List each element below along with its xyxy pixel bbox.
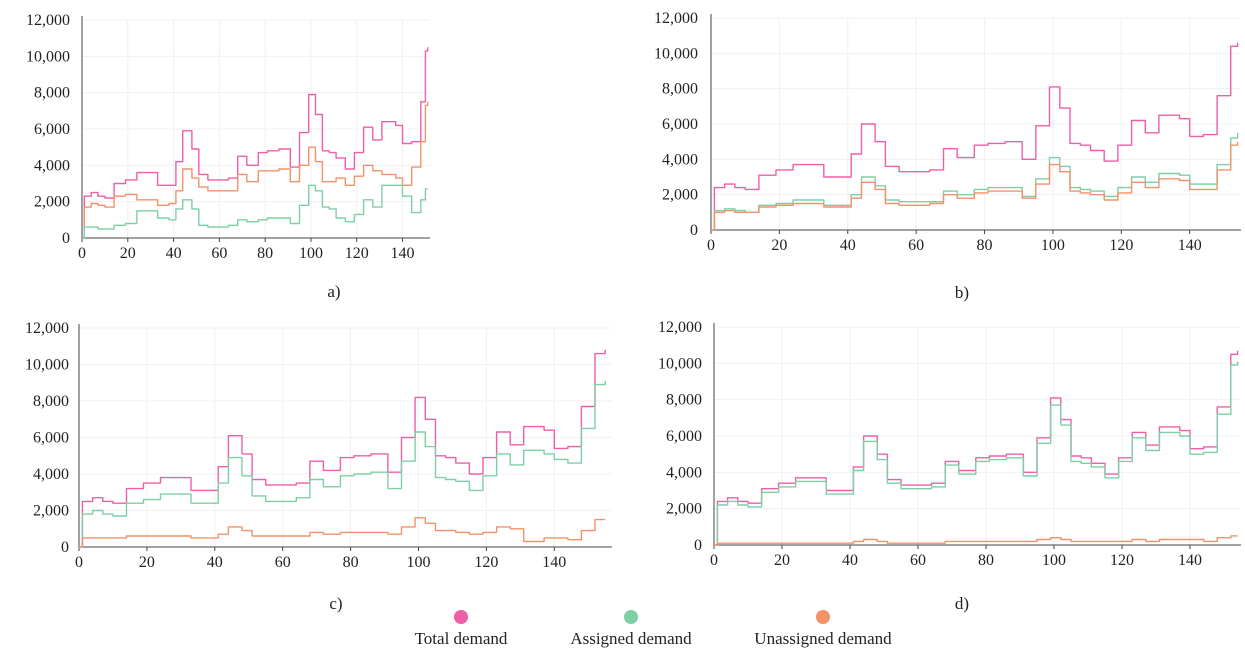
y-tick-label: 6,000 xyxy=(666,428,702,445)
legend-marker-total-demand xyxy=(454,610,468,624)
y-tick-label: 8,000 xyxy=(34,85,70,102)
y-tick-label: 8,000 xyxy=(666,392,702,409)
x-tick-label: 80 xyxy=(257,245,273,262)
series-line-total-demand xyxy=(79,349,606,548)
x-tick-label: 80 xyxy=(977,237,993,254)
x-tick-label: 20 xyxy=(120,245,136,262)
y-tick-label: 6,000 xyxy=(34,121,70,138)
legend-marker-unassigned-demand xyxy=(816,610,830,624)
y-tick-label: 10,000 xyxy=(25,357,69,374)
x-tick-label: 140 xyxy=(1178,552,1202,569)
x-tick-label: 120 xyxy=(1109,237,1133,254)
y-tick-label: 10,000 xyxy=(654,45,698,62)
series-line-assigned-demand xyxy=(711,132,1239,231)
series-line-assigned-demand xyxy=(714,361,1239,546)
series-line-total-demand xyxy=(82,47,429,239)
panel-a: 0 2,000 4,000 6,000 8,000 10,000 12,000 0 20 40 60… xyxy=(26,12,430,301)
x-tick-label: 0 xyxy=(78,245,86,262)
y-tick-label: 0 xyxy=(694,537,702,554)
y-tick-label: 0 xyxy=(690,222,698,239)
x-tick-label: 60 xyxy=(211,245,227,262)
panel-b: 0 2,000 4,000 6,000 8,000 10,000 12,000 0 20 40 60… xyxy=(654,10,1241,302)
y-tick-label: 2,000 xyxy=(33,503,69,520)
x-tick-label: 40 xyxy=(840,237,856,254)
series-line-assigned-demand xyxy=(82,184,428,239)
chart-panels: 0 2,000 4,000 6,000 8,000 10,000 12,000 0 20 40 60… xyxy=(25,10,1241,613)
legend-label-assigned-demand: Assigned demand xyxy=(570,629,692,648)
x-tick-label: 80 xyxy=(343,554,359,571)
y-tick-label: 8,000 xyxy=(33,393,69,410)
x-tick-label: 20 xyxy=(771,237,787,254)
x-tick-label: 100 xyxy=(299,245,323,262)
x-tick-label: 0 xyxy=(707,237,715,254)
series-line-total-demand xyxy=(711,42,1239,231)
panel-label: c) xyxy=(329,594,342,613)
y-tick-label: 12,000 xyxy=(25,320,69,337)
y-tick-label: 6,000 xyxy=(33,430,69,447)
series-line-unassigned-demand xyxy=(79,517,606,548)
x-tick-label: 140 xyxy=(391,245,415,262)
y-tick-label: 4,000 xyxy=(662,151,698,168)
x-tick-label: 80 xyxy=(978,552,994,569)
y-tick-label: 4,000 xyxy=(33,466,69,483)
x-tick-label: 40 xyxy=(166,245,182,262)
x-tick-label: 60 xyxy=(910,552,926,569)
y-tick-label: 10,000 xyxy=(26,48,70,65)
legend: Total demand Assigned demand Unassigned … xyxy=(415,610,892,648)
x-tick-label: 0 xyxy=(710,552,718,569)
x-tick-label: 100 xyxy=(406,554,430,571)
y-tick-label: 2,000 xyxy=(662,187,698,204)
x-tick-label: 140 xyxy=(542,554,566,571)
y-tick-label: 10,000 xyxy=(658,355,702,372)
y-tick-label: 12,000 xyxy=(654,10,698,27)
panel-c: 0 2,000 4,000 6,000 8,000 10,000 12,000 0 20 40 60… xyxy=(25,320,612,613)
y-tick-label: 8,000 xyxy=(662,81,698,98)
y-tick-label: 0 xyxy=(62,230,70,247)
x-tick-label: 120 xyxy=(1110,552,1134,569)
x-tick-label: 20 xyxy=(774,552,790,569)
x-tick-label: 40 xyxy=(842,552,858,569)
legend-label-unassigned-demand: Unassigned demand xyxy=(754,629,892,648)
x-tick-label: 60 xyxy=(275,554,291,571)
x-tick-label: 120 xyxy=(474,554,498,571)
x-tick-label: 40 xyxy=(207,554,223,571)
panel-d: 0 2,000 4,000 6,000 8,000 10,000 12,000 0 20 40 60… xyxy=(658,319,1241,613)
x-tick-label: 60 xyxy=(908,237,924,254)
y-tick-label: 4,000 xyxy=(666,464,702,481)
series-line-assigned-demand xyxy=(79,380,606,548)
panel-label: b) xyxy=(955,283,969,302)
y-tick-label: 2,000 xyxy=(34,194,70,211)
legend-marker-assigned-demand xyxy=(624,610,638,624)
panel-label: d) xyxy=(955,594,969,613)
series-line-unassigned-demand xyxy=(82,101,429,239)
panel-label: a) xyxy=(327,282,340,301)
y-tick-label: 4,000 xyxy=(34,157,70,174)
series-line-unassigned-demand xyxy=(711,141,1239,231)
y-tick-label: 0 xyxy=(61,539,69,556)
x-tick-label: 100 xyxy=(1041,237,1065,254)
x-tick-label: 20 xyxy=(139,554,155,571)
y-tick-label: 12,000 xyxy=(26,12,70,29)
x-tick-label: 0 xyxy=(75,554,83,571)
x-tick-label: 140 xyxy=(1178,237,1202,254)
x-tick-label: 120 xyxy=(345,245,369,262)
y-tick-label: 12,000 xyxy=(658,319,702,336)
y-tick-label: 2,000 xyxy=(666,501,702,518)
legend-label-total-demand: Total demand xyxy=(415,629,508,648)
series-line-unassigned-demand xyxy=(714,535,1238,546)
y-tick-label: 6,000 xyxy=(662,116,698,133)
x-tick-label: 100 xyxy=(1042,552,1066,569)
